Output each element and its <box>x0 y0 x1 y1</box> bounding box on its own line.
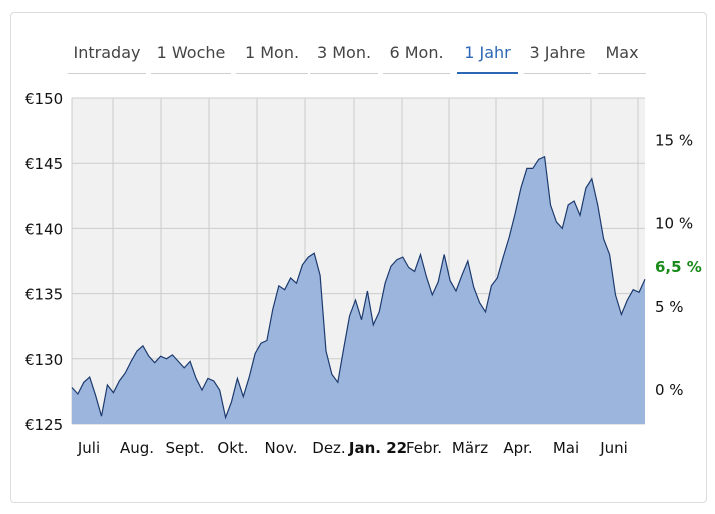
x-tick-label: Aug. <box>120 439 154 457</box>
x-tick-label: Sept. <box>166 439 205 457</box>
right-axis-labels: 15 % 10 % 5 % 0 % 6,5 % <box>655 132 702 400</box>
y-tick-label: €135 <box>25 286 63 304</box>
y-tick-label: €130 <box>25 351 63 369</box>
tab-1-mon[interactable]: 1 Mon. <box>236 40 308 74</box>
tab-max[interactable]: Max <box>598 40 646 74</box>
current-change-label: 6,5 % <box>655 258 702 276</box>
right-tick-label: 5 % <box>655 298 684 316</box>
right-tick-label: 0 % <box>655 381 684 399</box>
y-tick-label: €125 <box>25 416 63 434</box>
y-tick-label: €150 <box>25 90 63 108</box>
tab-intraday[interactable]: Intraday <box>68 40 146 74</box>
tab-1-jahr[interactable]: 1 Jahr <box>457 40 518 74</box>
tab-1-woche[interactable]: 1 Woche <box>151 40 231 74</box>
x-tick-label: Juli <box>77 439 100 457</box>
x-tick-label: Mai <box>553 439 579 457</box>
x-tick-label: Jan. 22 <box>348 439 407 457</box>
x-tick-label: März <box>452 439 488 457</box>
x-tick-label: Juni <box>599 439 628 457</box>
x-tick-label: Dez. <box>312 439 345 457</box>
series-area <box>72 156 645 424</box>
x-tick-label: Nov. <box>265 439 298 457</box>
x-tick-label: Febr. <box>406 439 442 457</box>
tab-3-jahre[interactable]: 3 Jahre <box>524 40 591 74</box>
x-tick-label: Apr. <box>503 439 532 457</box>
tab-6-mon[interactable]: 6 Mon. <box>383 40 450 74</box>
y-tick-label: €145 <box>25 155 63 173</box>
y-tick-label: €140 <box>25 220 63 238</box>
tab-3-mon[interactable]: 3 Mon. <box>310 40 378 74</box>
y-axis-labels: €150 €145 €140 €135 €130 €125 <box>25 90 63 434</box>
x-tick-label: Okt. <box>217 439 248 457</box>
right-tick-label: 15 % <box>655 132 693 150</box>
series-line <box>71 155 646 420</box>
right-tick-label: 10 % <box>655 215 693 233</box>
